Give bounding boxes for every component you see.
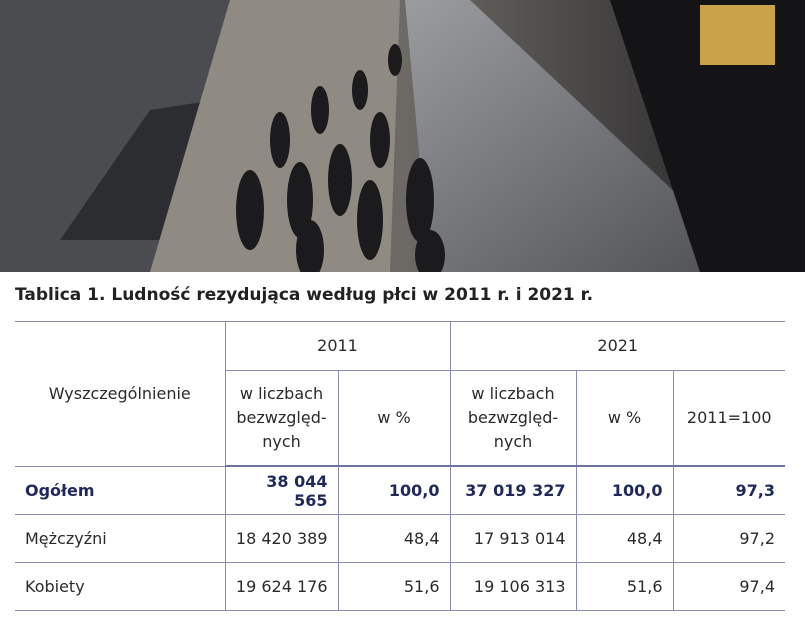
row-label: Mężczyźni [15,514,226,563]
column-header: w liczbach bezwzględ- nych [449,370,577,467]
cell: 100,0 [337,465,451,515]
column-header: w % [575,370,674,467]
group-header: 2021 [449,321,785,371]
cell: 97,3 [672,465,785,515]
column-header: w % [337,370,451,467]
crowd [236,44,445,272]
cell: 17 913 014 [449,514,577,563]
cell: 19 106 313 [449,562,577,611]
left-platform [0,0,230,272]
cell: 18 420 389 [224,514,339,563]
shop [700,5,775,65]
cell: 51,6 [575,562,674,611]
train [405,0,760,272]
cell: 48,4 [575,514,674,563]
cell: 37 019 327 [449,465,577,515]
table: Wyszczególnienie 2011 2021 w liczbach be… [15,321,785,611]
cell: 51,6 [337,562,451,611]
table-title: Tablica 1. Ludność rezydująca według płc… [15,285,594,305]
group-header: 2011 [224,321,451,371]
cell: 19 624 176 [224,562,339,611]
table-row: Kobiety 19 624 176 51,6 19 106 313 51,6 97,4 [15,562,785,611]
cell: 38 044 565 [224,465,339,515]
cell: 97,2 [672,514,785,563]
row-label: Ogółem [15,465,226,515]
table-row: Mężczyźni 18 420 389 48,4 17 913 014 48,4 97,… [15,514,785,563]
table-row: Ogółem 38 044 565 100,0 37 019 327 100,0 97,3 [15,465,785,515]
column-header: w liczbach bezwzględ- nych [225,370,339,467]
cell: 100,0 [575,465,674,515]
right-wall [610,0,805,272]
row-label: Kobiety [15,562,226,611]
cell: 97,4 [672,562,785,611]
photo [0,0,805,272]
header-label: Wyszczególnienie [15,321,226,467]
cell: 48,4 [337,514,451,563]
column-header: 2011=100 [672,370,785,467]
